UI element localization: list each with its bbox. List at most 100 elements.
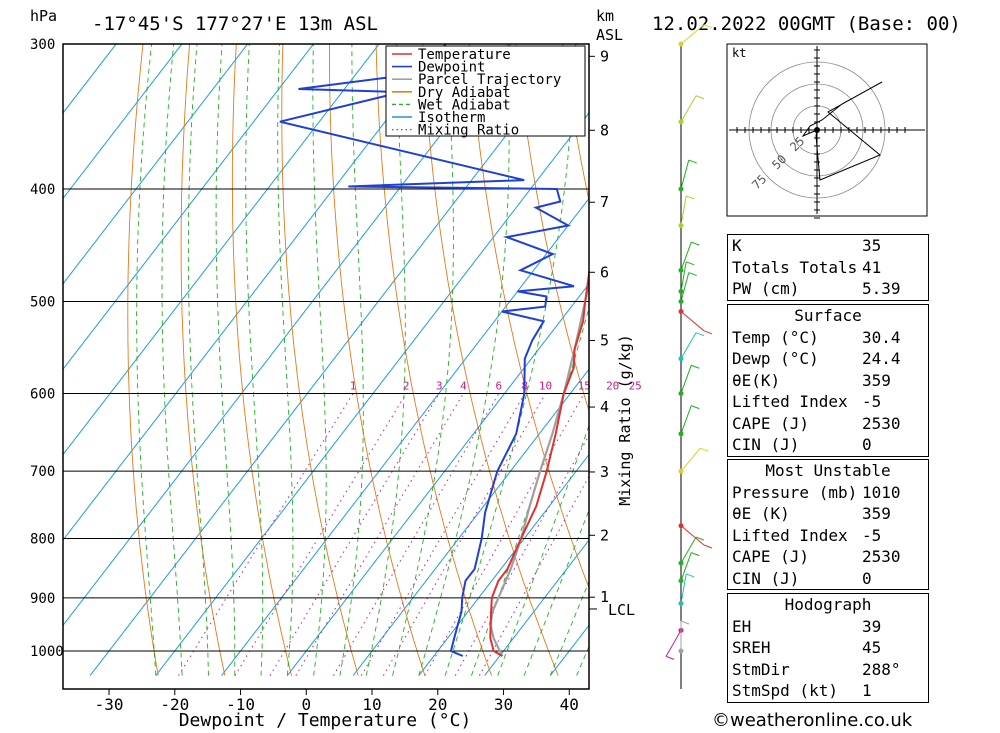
mixing-ratio-line bbox=[333, 393, 500, 676]
dry-adiabat-line bbox=[375, 44, 493, 676]
isotherm-line bbox=[418, 453, 589, 676]
km-tick-label: 7 bbox=[600, 193, 609, 211]
wind-barb bbox=[680, 261, 687, 292]
wind-level-dot bbox=[678, 186, 684, 192]
wind-level-dot bbox=[678, 390, 684, 396]
pressure-tick-label: 500 bbox=[30, 295, 55, 311]
km-tick-label: 3 bbox=[600, 463, 609, 481]
legend-label: Isotherm bbox=[418, 110, 485, 126]
temperature-line bbox=[489, 267, 589, 657]
mixing-ratio-label: 6 bbox=[495, 380, 502, 393]
date-title: 12.02.2022 00GMT (Base: 00) bbox=[652, 13, 961, 35]
km-unit-label: km bbox=[596, 7, 614, 25]
dry-adiabat-line bbox=[180, 44, 226, 676]
mu-row: Pressure (mb) 1010 bbox=[732, 482, 901, 502]
dry-adiabat-line bbox=[329, 44, 426, 676]
mixing-ratio-labels: 1 2 3 4 6 8 10 15 20 25 bbox=[350, 380, 642, 393]
wind-level-dot bbox=[678, 648, 684, 654]
legend-label: Temperature bbox=[418, 47, 511, 63]
wind-level-dot bbox=[678, 578, 684, 584]
wind-barb bbox=[680, 552, 692, 581]
profile-lines bbox=[279, 44, 589, 657]
legend-label: Dry Adiabat bbox=[418, 85, 511, 101]
index-row-k: K 35 bbox=[732, 236, 882, 255]
most-unstable-title: Most Unstable bbox=[765, 461, 891, 480]
wind-barb-profile bbox=[665, 24, 713, 689]
wind-level-dot bbox=[678, 600, 684, 606]
wet-adiabat-line bbox=[444, 44, 575, 676]
hpa-unit-label: hPa bbox=[30, 7, 57, 25]
isotherm-line bbox=[63, 44, 183, 200]
mu-row: Lifted Index -5 bbox=[732, 525, 882, 545]
asl-unit-label: ASL bbox=[596, 26, 623, 44]
pressure-tick-label: 900 bbox=[30, 591, 55, 607]
surface-row: CIN (J) 0 bbox=[732, 435, 872, 454]
wind-level-dot bbox=[678, 223, 684, 229]
wind-level-dot bbox=[678, 288, 684, 294]
copyright-footer[interactable]: ©weatheronline.co.uk bbox=[712, 710, 913, 731]
wet-adiabat-line bbox=[392, 44, 454, 676]
hodograph-trace bbox=[801, 81, 883, 181]
isotherm-line bbox=[63, 44, 249, 285]
hodo-row: StmSpd (kt) 1 bbox=[732, 681, 872, 700]
wet-adiabat-line bbox=[136, 44, 157, 676]
hodograph-title: Hodograph bbox=[784, 595, 872, 614]
wind-level-dot bbox=[678, 468, 684, 474]
pressure-tick-label: 300 bbox=[30, 37, 55, 53]
mixing-ratio-line bbox=[234, 393, 407, 676]
wind-barb bbox=[680, 525, 705, 546]
dry-adiabat-line bbox=[976, 27, 1000, 676]
most-unstable-table: Most Unstable Pressure (mb) 1010 θE (K) 35… bbox=[727, 459, 929, 590]
wet-adiabat-line bbox=[418, 44, 510, 676]
dry-adiabat-line bbox=[127, 44, 159, 676]
wind-level-dot bbox=[678, 41, 684, 47]
surface-row: Temp (°C) 30.4 bbox=[732, 327, 901, 347]
wind-barb bbox=[680, 159, 690, 190]
x-axis: -30 -20 -10 0 10 20 30 40 bbox=[95, 689, 579, 714]
wet-adiabat-line bbox=[365, 44, 406, 676]
mixing-ratio-label: 15 bbox=[578, 380, 591, 393]
x-axis-label: Dewpoint / Temperature (°C) bbox=[179, 710, 472, 731]
wind-barb bbox=[680, 24, 705, 45]
index-row-pw: PW (cm) 5.39 bbox=[732, 279, 901, 298]
pressure-tick-label: 400 bbox=[30, 182, 55, 198]
surface-row: θE(K) 359 bbox=[732, 370, 891, 390]
wind-level-dot bbox=[678, 119, 684, 125]
wet-adiabat-line bbox=[245, 44, 264, 676]
mixing-ratio-line bbox=[478, 475, 589, 676]
surface-row: Dewp (°C) 24.4 bbox=[732, 349, 901, 368]
isotherm-line bbox=[63, 44, 117, 114]
km-tick-label: 9 bbox=[600, 47, 609, 65]
hodo-row: EH 39 bbox=[732, 616, 882, 636]
surface-table: Surface Temp (°C) 30.4 Dewp (°C) 24.4 θE(K… bbox=[727, 304, 929, 457]
legend-label: Dewpoint bbox=[418, 60, 485, 76]
x-tick-label: 0 bbox=[301, 695, 311, 714]
dry-adiabat-line bbox=[930, 27, 1000, 676]
dry-adiabat-line bbox=[231, 44, 292, 676]
mixing-ratio-label: 10 bbox=[539, 380, 552, 393]
x-tick-label: -20 bbox=[160, 695, 189, 714]
pressure-tick-label: 600 bbox=[30, 386, 55, 402]
parcel-trajectory-line bbox=[489, 278, 589, 657]
surface-row: Lifted Index -5 bbox=[732, 392, 882, 411]
mixing-ratio-label: 1 bbox=[350, 380, 357, 393]
dry-adiabat-line bbox=[468, 44, 589, 590]
wet-adiabat-line bbox=[187, 44, 209, 676]
mu-row: CAPE (J) 2530 bbox=[732, 547, 901, 566]
mu-row: θE (K) 359 bbox=[732, 504, 891, 523]
x-tick-label: 40 bbox=[560, 695, 579, 714]
km-tick-label: 6 bbox=[600, 263, 609, 281]
x-tick-label: -30 bbox=[95, 695, 124, 714]
dry-adiabat-line bbox=[281, 44, 359, 676]
wind-level-dot bbox=[678, 523, 684, 529]
wind-barb bbox=[680, 447, 701, 472]
wet-adiabat-line bbox=[312, 44, 327, 676]
wet-adiabat-line bbox=[215, 44, 236, 676]
km-tick-label: 8 bbox=[600, 121, 609, 139]
wind-barb bbox=[680, 95, 697, 122]
mixing-ratio-line bbox=[269, 393, 440, 676]
wind-level-dot bbox=[678, 356, 684, 362]
